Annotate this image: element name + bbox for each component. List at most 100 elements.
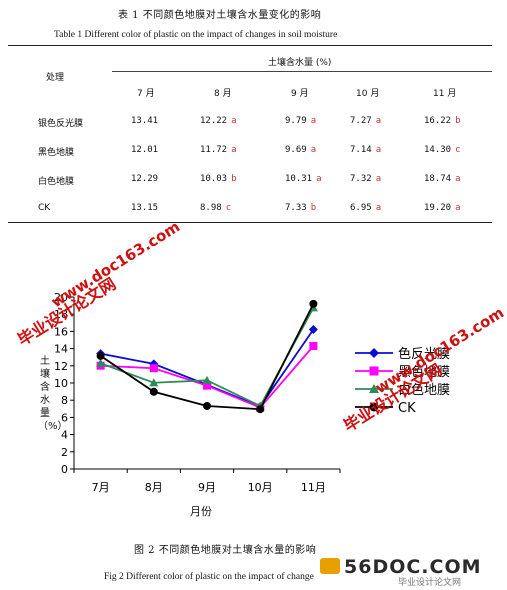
table-cell-value: 7.14 <box>350 145 372 155</box>
table-cell-value: 7.33 <box>285 203 307 213</box>
table-cell: 9.69 a <box>285 145 316 155</box>
table-cell-value: 10.03 <box>200 174 228 184</box>
y-tick-label: 14 <box>54 343 68 356</box>
table-cell: 7.32 a <box>350 174 381 184</box>
significance-letter: a <box>231 145 237 155</box>
site-logo: 56DOC.COM 毕业设计论文网 <box>320 556 506 588</box>
table-cell: 13.41 <box>131 116 158 126</box>
table-row-label: 白色地膜 <box>38 177 75 187</box>
table-group-header: 土壤含水量 (%) <box>268 58 332 68</box>
table-cell-value: 12.22 <box>200 116 228 126</box>
month-header: 9 月 <box>291 89 309 99</box>
significance-letter: a <box>455 203 461 213</box>
significance-letter: b <box>231 174 237 184</box>
y-tick-label: 10 <box>54 377 68 390</box>
significance-letter: b <box>455 116 461 126</box>
data-point <box>202 375 212 384</box>
table-cell: 11.72 a <box>200 145 237 155</box>
y-tick-label: 8 <box>61 394 68 407</box>
significance-letter: b <box>310 203 317 213</box>
significance-letter: a <box>375 174 382 184</box>
legend-marker <box>369 384 379 393</box>
legend-entry: 白色地膜 <box>355 382 450 398</box>
month-header: 11 月 <box>433 89 457 99</box>
data-point <box>149 387 158 396</box>
legend-entry: 黑色地膜 <box>355 364 450 380</box>
y-tick-label: 20 <box>54 291 68 304</box>
series-line <box>100 303 315 411</box>
table-cell: 18.74 a <box>424 174 461 184</box>
x-tick-label: 11月 <box>301 481 326 494</box>
table-caption-cn: 表 1 不同颜色地膜对土壤含水量变化的影响 <box>118 10 322 21</box>
y-tick-label: 0 <box>61 463 68 476</box>
table-cell-value: 8.98 <box>200 203 222 213</box>
table-cell: 6.95 a <box>350 203 381 213</box>
table-cell: 8.98 c <box>200 203 231 213</box>
x-axis-label: 月份 <box>190 505 212 518</box>
y-tick-label: 4 <box>61 429 68 442</box>
logo-text: 56DOC.COM <box>344 556 482 578</box>
legend-entry: CK <box>355 401 416 416</box>
legend-marker <box>369 348 379 358</box>
table-cell: 16.22 b <box>424 116 461 126</box>
table-row-label: CK <box>38 203 51 213</box>
legend-entry: 色反光膜 <box>355 346 450 362</box>
table-cell-value: 16.22 <box>424 116 452 126</box>
table-cell: 10.31 a <box>285 174 322 184</box>
month-header: 8 月 <box>214 89 232 99</box>
significance-letter: c <box>225 203 232 213</box>
table-cell: 7.27 a <box>350 116 381 126</box>
y-tick-label: 2 <box>61 446 68 459</box>
table-cell-value: 12.01 <box>131 145 159 155</box>
table-cell: 14.30 c <box>424 145 461 155</box>
significance-letter: a <box>375 116 382 126</box>
series-line <box>100 307 315 408</box>
significance-letter: a <box>455 174 461 184</box>
significance-letter: a <box>375 203 382 213</box>
table-cell: 12.22 a <box>200 116 237 126</box>
table-cell-value: 19.20 <box>424 203 452 213</box>
table-row-header: 处理 <box>46 73 65 83</box>
chart-series <box>96 299 318 414</box>
x-tick-label: 7月 <box>92 481 110 494</box>
table-cell: 12.29 <box>131 174 158 184</box>
significance-letter: a <box>231 116 237 126</box>
table-cell: 9.79 a <box>285 116 316 126</box>
x-tick-label: 9月 <box>198 481 216 494</box>
y-tick-label: 18 <box>54 308 68 321</box>
table-row-label: 黑色地膜 <box>38 148 75 158</box>
significance-letter: c <box>455 145 461 155</box>
table-cell-value: 6.95 <box>350 203 372 213</box>
data-point <box>309 342 318 351</box>
series-diamond <box>96 325 318 411</box>
chart-axes: 0 2 4 6 8 10 12 14 16 18 20 7月 8月 9月 10月 11月 <box>54 291 341 494</box>
data-point <box>149 378 159 387</box>
table-cell: 19.20 a <box>424 203 461 213</box>
y-tick-label: 16 <box>54 325 68 338</box>
legend-label: 黑色地膜 <box>398 364 450 380</box>
table-cell-value: 13.15 <box>131 203 159 213</box>
table-cell: 12.01 <box>131 145 158 155</box>
month-header: 10 月 <box>356 89 380 99</box>
significance-letter: a <box>375 145 382 155</box>
x-tick-label: 8月 <box>145 481 163 494</box>
significance-letter: a <box>316 174 322 184</box>
x-tick-label: 10月 <box>248 481 273 494</box>
data-point <box>309 299 318 308</box>
month-header: 7 月 <box>137 89 155 99</box>
y-tick-label: 6 <box>61 411 68 424</box>
table-cell-value: 7.27 <box>350 116 372 126</box>
table-cell-value: 12.29 <box>131 174 159 184</box>
data-point <box>203 381 211 390</box>
data-point <box>149 364 158 373</box>
table-top-rule <box>8 45 492 46</box>
data-point <box>308 325 318 335</box>
legend-label: 色反光膜 <box>398 346 450 362</box>
table-cell-value: 18.74 <box>424 174 452 184</box>
table-cell: 10.03 b <box>200 174 237 184</box>
legend-marker <box>369 402 379 412</box>
table-row-label: 银色反光膜 <box>38 119 84 129</box>
table-cell-value: 9.69 <box>285 145 307 155</box>
data-point <box>96 351 105 360</box>
